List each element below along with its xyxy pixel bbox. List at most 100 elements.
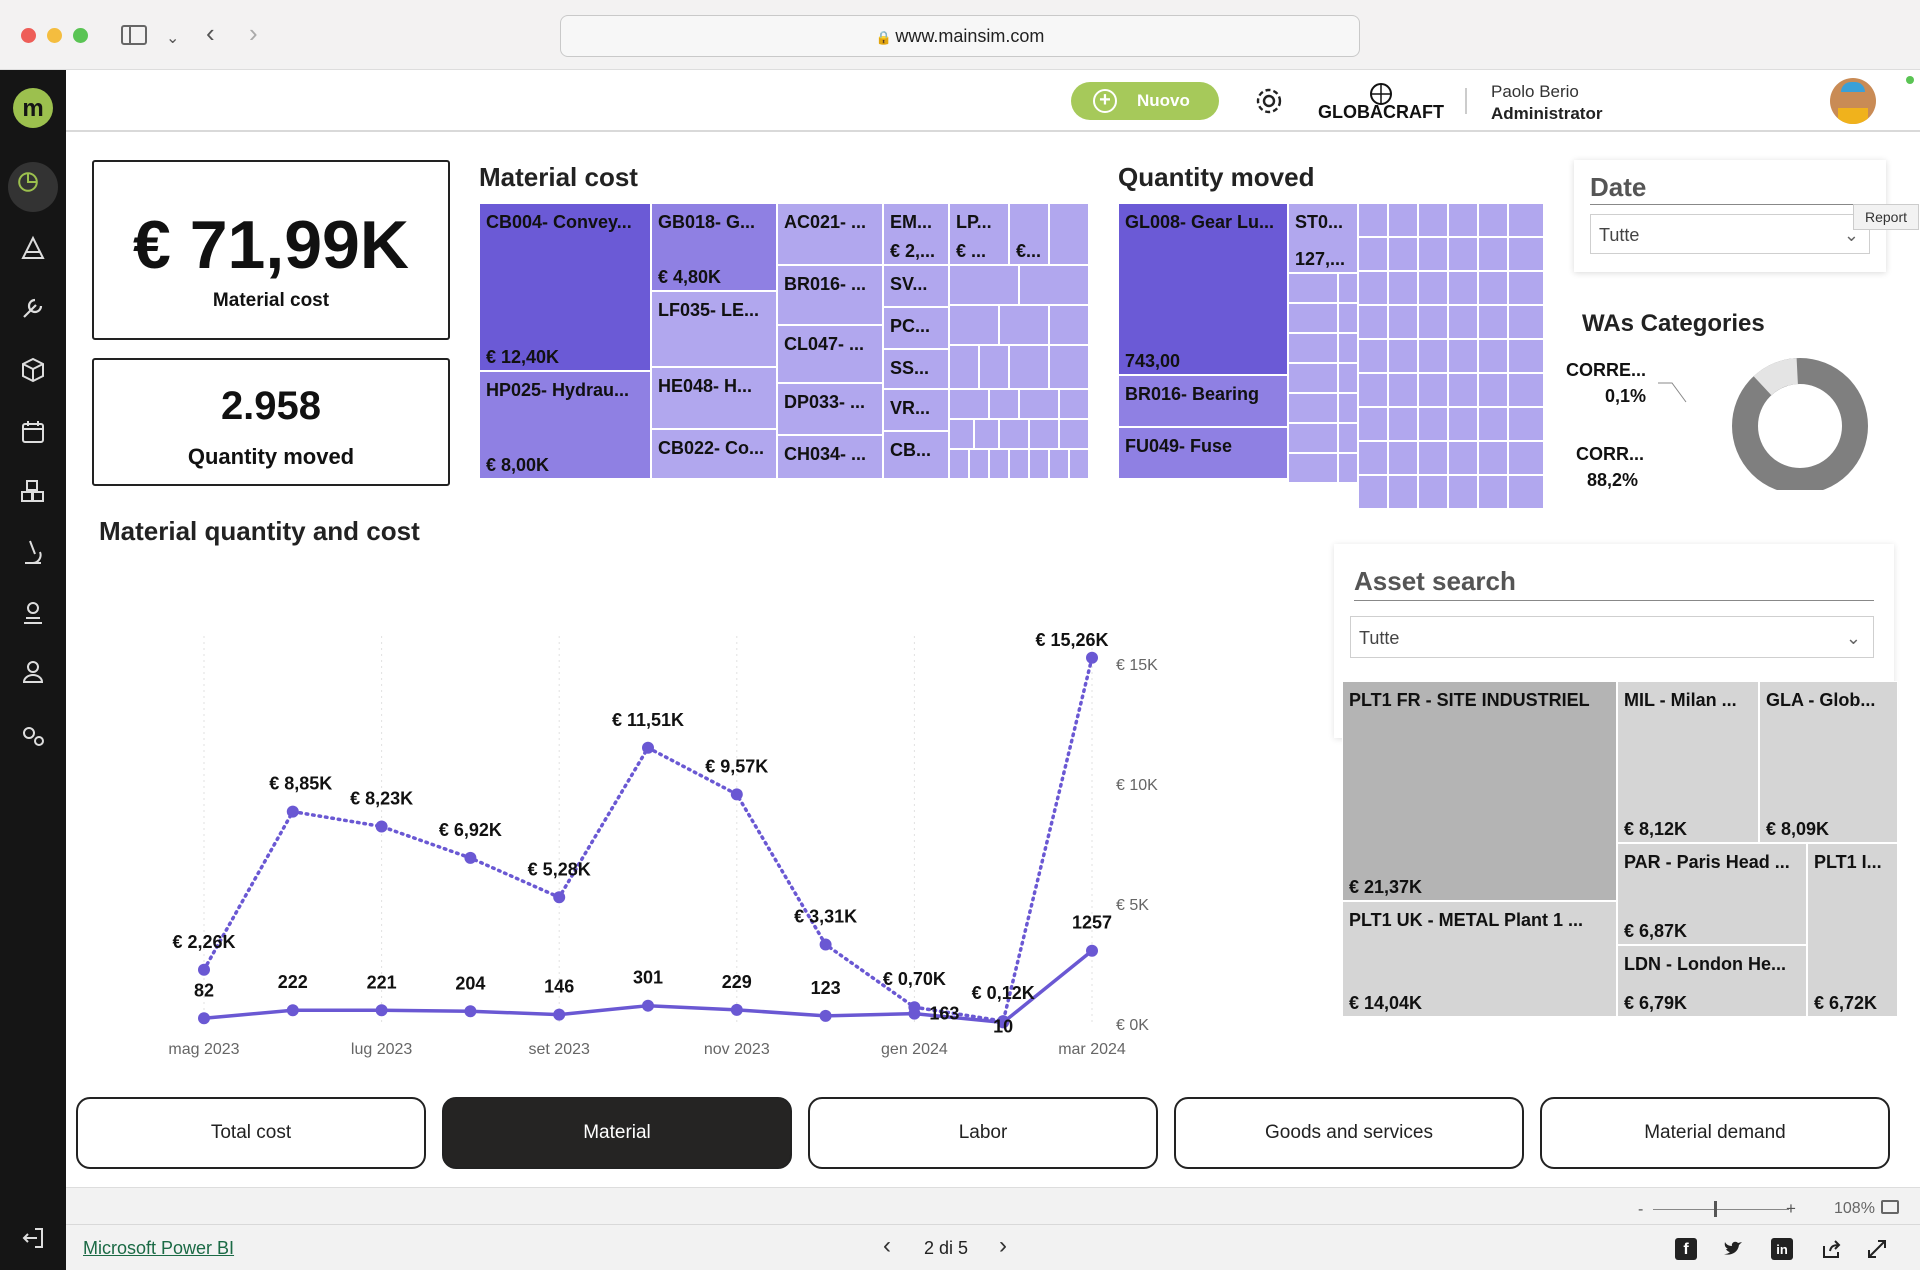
quantity-small-cell-37[interactable]: [1478, 203, 1508, 237]
quantity-small-cell-56[interactable]: [1338, 273, 1358, 303]
cubes-icon[interactable]: [13, 472, 53, 512]
quantity-small-cell-32[interactable]: [1448, 339, 1478, 373]
quantity-small-cell-60[interactable]: [1338, 333, 1358, 363]
quantity-small-cell-49[interactable]: [1508, 305, 1544, 339]
gear-icon[interactable]: [1252, 84, 1286, 118]
quantity-small-cell-17[interactable]: [1388, 441, 1418, 475]
tab-goods-and-services[interactable]: Goods and services: [1174, 1097, 1524, 1169]
material-cost-cell-3[interactable]: GB018- G... € 4,80K: [651, 203, 777, 291]
analytics-icon[interactable]: [13, 228, 53, 268]
material-cost-small-cell-1[interactable]: [1049, 203, 1089, 265]
quantity-small-cell-28[interactable]: [1448, 203, 1478, 237]
quantity-cell-4[interactable]: ST0... 127,...: [1288, 203, 1358, 273]
material-cost-cell-12[interactable]: EM... € 2,...: [883, 203, 949, 265]
date-dropdown[interactable]: Tutte ⌄: [1590, 214, 1870, 254]
quantity-small-cell-64[interactable]: [1338, 393, 1358, 423]
material-cost-small-cell-20[interactable]: [949, 449, 969, 479]
quantity-point[interactable]: [553, 1008, 566, 1021]
quantity-moved-treemap[interactable]: GL008- Gear Lu... 743,00 BR016- Bearing FU0…: [1118, 203, 1544, 509]
donut-slice-small[interactable]: [1753, 358, 1798, 396]
asset-cell-5[interactable]: PAR - Paris Head ... € 6,87K: [1617, 843, 1807, 945]
mainsim-logo[interactable]: m: [13, 88, 53, 128]
cost-point[interactable]: [198, 963, 210, 976]
cost-point[interactable]: [1086, 651, 1098, 664]
material-cost-small-cell-14[interactable]: [1059, 389, 1089, 419]
quantity-small-cell-57[interactable]: [1288, 303, 1338, 333]
quantity-small-cell-26[interactable]: [1418, 441, 1448, 475]
address-bar[interactable]: 🔒 www.mainsim.com: [560, 15, 1360, 57]
material-cost-small-cell-17[interactable]: [999, 419, 1029, 449]
settings-gears-icon[interactable]: [13, 716, 53, 756]
quantity-small-cell-39[interactable]: [1478, 271, 1508, 305]
quantity-small-cell-42[interactable]: [1478, 373, 1508, 407]
zoom-slider-handle[interactable]: [1714, 1201, 1717, 1217]
facebook-icon[interactable]: f: [1675, 1238, 1697, 1260]
quantity-small-cell-47[interactable]: [1508, 237, 1544, 271]
quantity-small-cell-25[interactable]: [1418, 407, 1448, 441]
quantity-point[interactable]: [375, 1004, 388, 1017]
material-cost-cell-17[interactable]: SS...: [883, 349, 949, 389]
quantity-small-cell-3[interactable]: [1358, 271, 1388, 305]
dashboard-icon[interactable]: [8, 162, 58, 212]
quantity-small-cell-11[interactable]: [1388, 237, 1418, 271]
microscope-icon[interactable]: [13, 532, 53, 572]
quantity-small-cell-53[interactable]: [1508, 441, 1544, 475]
quantity-small-cell-63[interactable]: [1288, 393, 1338, 423]
quantity-small-cell-65[interactable]: [1288, 423, 1338, 453]
quantity-small-cell-36[interactable]: [1448, 475, 1478, 509]
quantity-small-cell-19[interactable]: [1418, 203, 1448, 237]
quantity-small-cell-59[interactable]: [1288, 333, 1338, 363]
quantity-small-cell-43[interactable]: [1478, 407, 1508, 441]
material-cost-cell-8[interactable]: BR016- ...: [777, 265, 883, 325]
material-cost-small-cell-21[interactable]: [969, 449, 989, 479]
asset-cell-6[interactable]: LDN - London He... € 6,79K: [1617, 945, 1807, 1017]
material-cost-small-cell-19[interactable]: [1059, 419, 1089, 449]
material-cost-cell-2[interactable]: HP025- Hydrau... € 8,00K: [479, 371, 651, 479]
quantity-small-cell-62[interactable]: [1338, 363, 1358, 393]
material-cost-cell-10[interactable]: DP033- ...: [777, 383, 883, 435]
wrench-icon[interactable]: [13, 288, 53, 328]
quantity-cell-3[interactable]: FU049- Fuse: [1118, 427, 1288, 479]
quantity-point[interactable]: [730, 1003, 743, 1016]
quantity-small-cell-2[interactable]: [1358, 237, 1388, 271]
tab-material[interactable]: Material: [442, 1097, 792, 1169]
material-cost-cell-18[interactable]: VR...: [883, 389, 949, 431]
cost-point[interactable]: [730, 788, 743, 801]
quantity-small-cell-20[interactable]: [1418, 237, 1448, 271]
quantity-cell-2[interactable]: BR016- Bearing: [1118, 375, 1288, 427]
material-cost-cell-16[interactable]: PC...: [883, 307, 949, 349]
user-icon[interactable]: [13, 652, 53, 692]
cost-point[interactable]: [642, 741, 654, 754]
zoom-slider-track[interactable]: [1653, 1209, 1789, 1210]
previous-page-icon[interactable]: ‹: [883, 1232, 891, 1259]
material-cost-small-cell-23[interactable]: [1009, 449, 1029, 479]
quantity-small-cell-67[interactable]: [1288, 453, 1338, 483]
quantity-small-cell-34[interactable]: [1448, 407, 1478, 441]
quantity-small-cell-13[interactable]: [1388, 305, 1418, 339]
box-icon[interactable]: [13, 350, 53, 390]
quantity-small-cell-45[interactable]: [1478, 475, 1508, 509]
quantity-small-cell-23[interactable]: [1418, 339, 1448, 373]
zoom-out-button[interactable]: -: [1638, 1201, 1644, 1218]
quantity-small-cell-40[interactable]: [1478, 305, 1508, 339]
quantity-small-cell-1[interactable]: [1358, 203, 1388, 237]
cost-point[interactable]: [375, 820, 388, 833]
quantity-point[interactable]: [464, 1005, 477, 1018]
asset-cell-2[interactable]: PLT1 UK - METAL Plant 1 ... € 14,04K: [1342, 901, 1617, 1017]
quantity-small-cell-54[interactable]: [1508, 475, 1544, 509]
material-cost-cell-11[interactable]: CH034- ...: [777, 435, 883, 479]
material-cost-small-cell-11[interactable]: [949, 389, 989, 419]
asset-cell-3[interactable]: MIL - Milan ... € 8,12K: [1617, 681, 1759, 843]
material-cost-small-cell-22[interactable]: [989, 449, 1009, 479]
quantity-point[interactable]: [819, 1009, 832, 1022]
quantity-small-cell-14[interactable]: [1388, 339, 1418, 373]
quantity-small-cell-50[interactable]: [1508, 339, 1544, 373]
quantity-small-cell-48[interactable]: [1508, 271, 1544, 305]
material-cost-small-cell-10[interactable]: [1049, 345, 1089, 389]
material-cost-cell-15[interactable]: SV...: [883, 265, 949, 307]
quantity-small-cell-68[interactable]: [1338, 453, 1358, 483]
maximize-window-button[interactable]: [73, 28, 88, 43]
material-cost-cell-1[interactable]: CB004- Convey... € 12,40K: [479, 203, 651, 371]
quantity-small-cell-21[interactable]: [1418, 271, 1448, 305]
quantity-small-cell-55[interactable]: [1288, 273, 1338, 303]
